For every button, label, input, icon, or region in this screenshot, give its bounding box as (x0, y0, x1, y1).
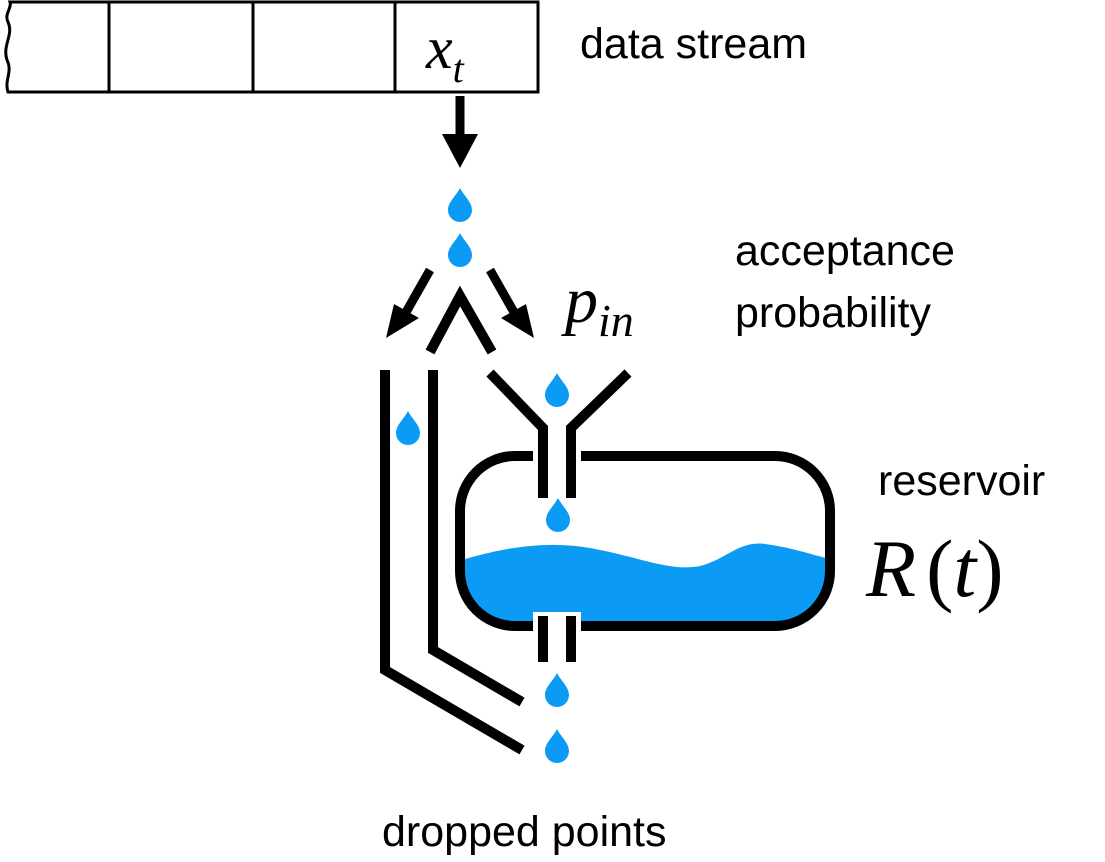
split-left-arrow (386, 267, 434, 338)
stream-down-arrow (442, 96, 478, 168)
splitter-wedge (425, 285, 497, 355)
dropped-points-label: dropped points (382, 808, 667, 856)
data-stream-tape (4, 0, 540, 94)
water-drop-icon (545, 729, 569, 763)
reservoir-tank (455, 445, 835, 662)
split-right-arrow (486, 267, 534, 338)
water-drop-icon (545, 373, 569, 407)
acceptance-label-line1: acceptance (735, 227, 955, 275)
incoming-drops (448, 188, 472, 267)
reservoir-symbol: R (t) (865, 523, 1004, 614)
acceptance-label-line2: probability (735, 289, 931, 337)
water-drop-icon (546, 498, 570, 532)
water-drop-icon (448, 188, 472, 222)
acceptance-probability-symbol: pin (561, 264, 634, 346)
data-stream-label: data stream (580, 20, 807, 68)
water-drop-icon (396, 411, 420, 445)
reservoir-label: reservoir (878, 457, 1045, 505)
outflow-drops (545, 673, 569, 763)
current-cell-label: xt (425, 15, 465, 91)
water-drop-icon (545, 673, 569, 707)
dropped-points-chute (380, 370, 525, 755)
water-drop-icon (448, 233, 472, 267)
